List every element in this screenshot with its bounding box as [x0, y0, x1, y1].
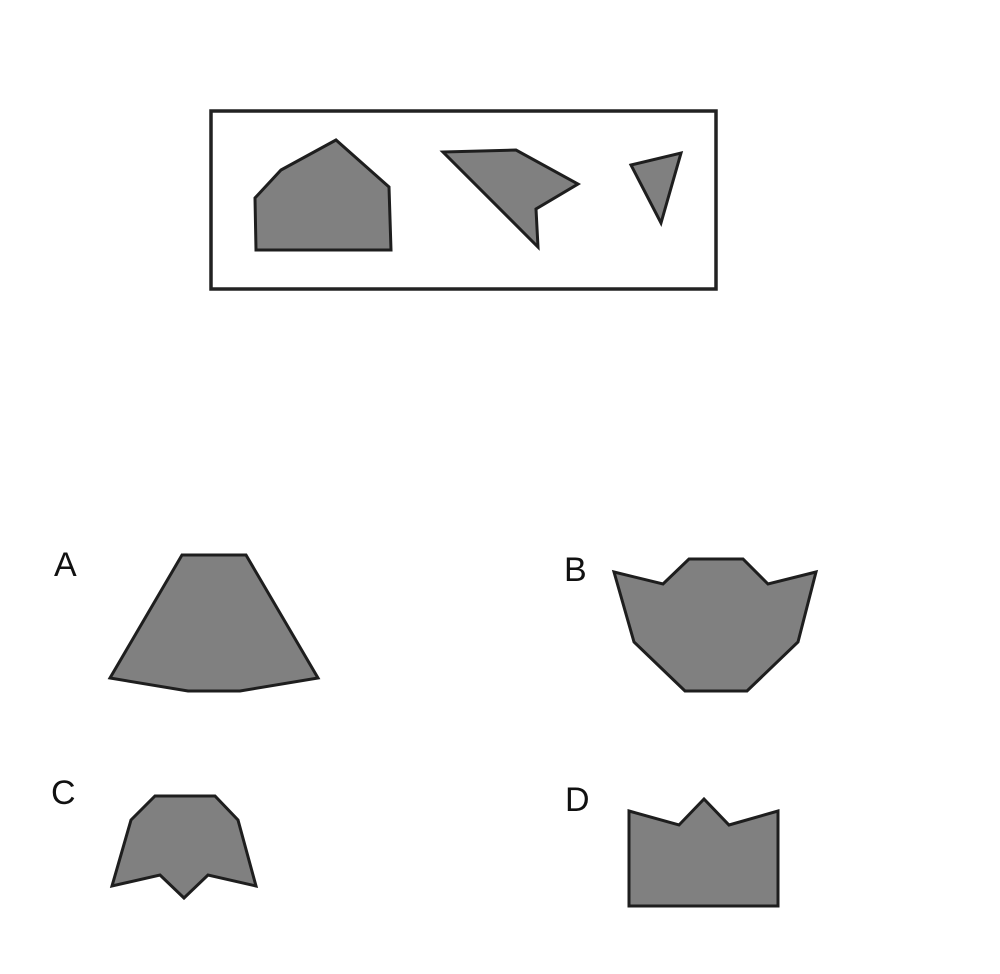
option-a-shape[interactable] — [107, 553, 321, 693]
option-b-shape[interactable] — [611, 557, 819, 693]
triangle-piece — [628, 150, 684, 228]
pentagon-piece — [253, 138, 393, 252]
option-b-label: B — [564, 551, 587, 589]
option-c-label: C — [51, 774, 76, 812]
arrow-piece — [439, 148, 582, 251]
pieces-frame — [209, 109, 718, 291]
option-a-label: A — [54, 546, 77, 584]
option-c-shape[interactable] — [109, 794, 259, 901]
given-pieces-panel — [209, 109, 718, 291]
option-d-label: D — [565, 781, 590, 819]
option-d-shape[interactable] — [627, 796, 780, 908]
